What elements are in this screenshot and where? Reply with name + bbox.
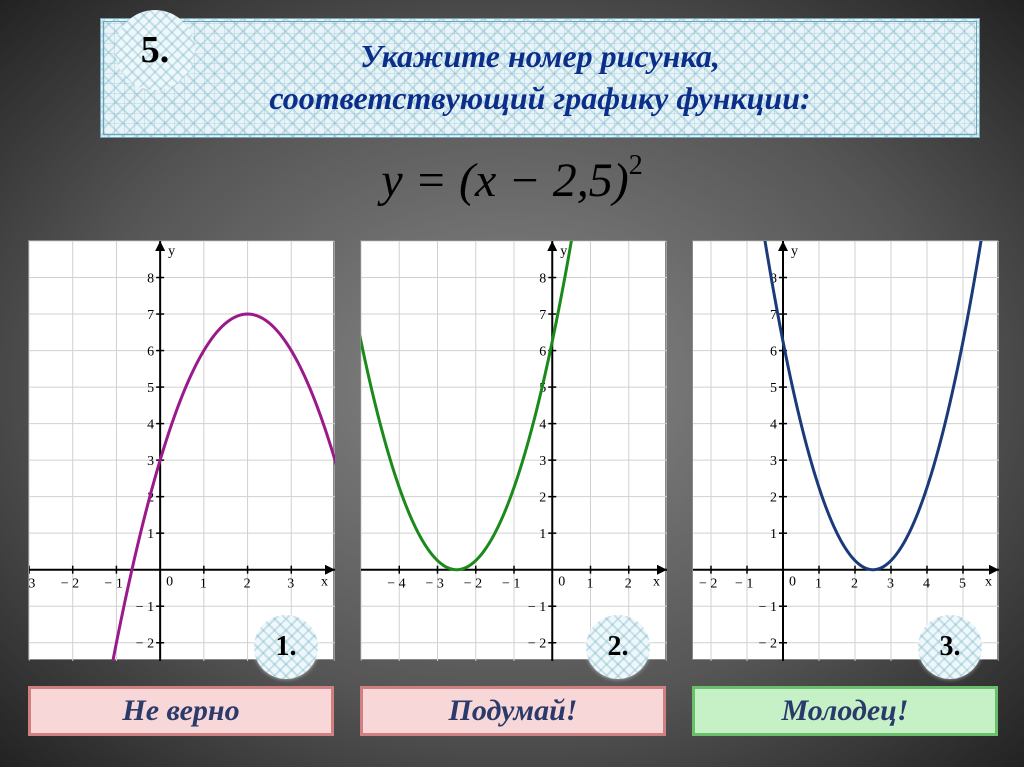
- svg-text:x: x: [985, 575, 992, 590]
- feedback-label: Молодец!: [692, 686, 998, 736]
- svg-text:5: 5: [959, 577, 966, 592]
- svg-text:1: 1: [770, 527, 777, 542]
- svg-text:− 2: − 2: [759, 637, 777, 652]
- svg-text:8: 8: [147, 272, 154, 287]
- svg-text:6: 6: [770, 345, 777, 360]
- svg-text:− 1: − 1: [502, 577, 520, 592]
- svg-text:0: 0: [789, 575, 796, 590]
- svg-text:4: 4: [923, 577, 930, 592]
- feedback-label: Подумай!: [360, 686, 666, 736]
- svg-text:4: 4: [147, 418, 154, 433]
- svg-text:− 1: − 1: [528, 600, 546, 615]
- prompt-line-1: Укажите номер рисунка,: [360, 36, 720, 78]
- svg-text:7: 7: [147, 308, 154, 323]
- svg-text:2: 2: [851, 577, 858, 592]
- svg-text:− 2: − 2: [528, 637, 546, 652]
- answer-badge[interactable]: 1.: [254, 615, 318, 679]
- svg-text:0: 0: [166, 575, 173, 590]
- svg-text:3: 3: [147, 454, 154, 469]
- svg-text:1: 1: [815, 577, 822, 592]
- svg-text:7: 7: [539, 308, 546, 323]
- svg-text:2: 2: [770, 491, 777, 506]
- chart-panel[interactable]: yx0− 4− 3− 2− 11212345678− 1− 22.: [360, 240, 666, 660]
- svg-text:− 1: − 1: [735, 577, 753, 592]
- chart-panel[interactable]: yx0− 2− 11234512345678− 1− 23.: [692, 240, 998, 660]
- svg-text:6: 6: [539, 345, 546, 360]
- answer-badge[interactable]: 2.: [586, 615, 650, 679]
- svg-text:3: 3: [887, 577, 894, 592]
- svg-text:− 2: − 2: [464, 577, 482, 592]
- feedback-row: Не верно Подумай! Молодец!: [28, 686, 998, 736]
- svg-text:y: y: [168, 244, 175, 259]
- formula: y = (x − 2,5)2: [0, 150, 1024, 208]
- svg-text:x: x: [653, 575, 660, 590]
- prompt-line-2: соответствующий графику функции:: [269, 78, 810, 120]
- svg-text:6: 6: [147, 345, 154, 360]
- svg-text:1: 1: [587, 577, 594, 592]
- svg-text:5: 5: [770, 381, 777, 396]
- svg-text:2: 2: [539, 491, 546, 506]
- svg-text:1: 1: [147, 527, 154, 542]
- svg-text:0: 0: [558, 575, 565, 590]
- svg-text:5: 5: [147, 381, 154, 396]
- svg-text:y: y: [791, 244, 798, 259]
- charts-row: y x 0 − 3 − 2 − 1 1 2 3 1 2 3 4 5 6 7 8 − 1 − 2 1. y x 0 − 4 − 3…: [28, 240, 998, 680]
- svg-text:− 2: − 2: [136, 637, 154, 652]
- svg-text:− 2: − 2: [61, 577, 79, 592]
- svg-text:− 2: − 2: [699, 577, 717, 592]
- svg-text:− 1: − 1: [759, 600, 777, 615]
- answer-badge[interactable]: 3.: [918, 615, 982, 679]
- svg-text:− 1: − 1: [104, 577, 122, 592]
- svg-text:x: x: [321, 575, 328, 590]
- question-number-badge: 5.: [115, 10, 195, 90]
- svg-text:4: 4: [539, 418, 546, 433]
- svg-text:− 3: − 3: [426, 577, 444, 592]
- chart-panel[interactable]: yx0− 3− 2− 112312345678− 1− 21.: [28, 240, 334, 660]
- feedback-label: Не верно: [28, 686, 334, 736]
- svg-text:1: 1: [539, 527, 546, 542]
- svg-text:3: 3: [770, 454, 777, 469]
- svg-text:− 3: − 3: [29, 577, 35, 592]
- svg-text:− 1: − 1: [136, 600, 154, 615]
- svg-text:− 4: − 4: [387, 577, 405, 592]
- svg-text:1: 1: [200, 577, 207, 592]
- svg-text:3: 3: [539, 454, 546, 469]
- svg-text:3: 3: [287, 577, 294, 592]
- svg-text:y: y: [560, 244, 567, 259]
- svg-text:2: 2: [625, 577, 632, 592]
- svg-text:8: 8: [539, 272, 546, 287]
- question-prompt: Укажите номер рисунка, соответствующий г…: [100, 18, 980, 138]
- svg-text:2: 2: [244, 577, 251, 592]
- svg-text:4: 4: [770, 418, 777, 433]
